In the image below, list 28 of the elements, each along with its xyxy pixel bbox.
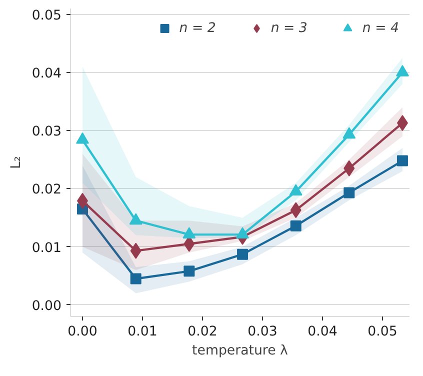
point — [342, 127, 356, 139]
point — [396, 155, 408, 166]
legend-label: n = 4 — [362, 20, 399, 36]
y-tick-label: 0.04 — [32, 66, 62, 82]
x-axis-title: temperature λ — [192, 344, 288, 358]
x-tick-label: 0.03 — [248, 324, 278, 340]
x-tick-label: 0.05 — [368, 324, 398, 340]
y-tick-label: 0.03 — [32, 124, 62, 140]
point — [396, 64, 409, 76]
point — [129, 213, 142, 225]
x-tick-label: 0.04 — [308, 324, 338, 340]
x-tick-label: 0.00 — [68, 324, 98, 340]
point — [76, 132, 89, 144]
point — [130, 273, 142, 284]
point — [184, 266, 195, 277]
point — [237, 248, 248, 260]
point — [290, 220, 302, 232]
point — [289, 184, 302, 196]
x-tick-label: 0.01 — [128, 324, 158, 340]
x-tick-label: 0.02 — [188, 324, 218, 340]
legend-label: n = 3 — [270, 20, 308, 36]
y-tick-label: 0.00 — [32, 298, 62, 314]
y-tick-label: 0.01 — [32, 240, 62, 256]
legend-label: n = 2 — [179, 20, 216, 36]
point — [344, 187, 355, 198]
y-tick-label: 0.05 — [32, 8, 62, 24]
y-axis-title: L₂ — [8, 156, 24, 169]
y-tick-label: 0.02 — [32, 182, 62, 198]
